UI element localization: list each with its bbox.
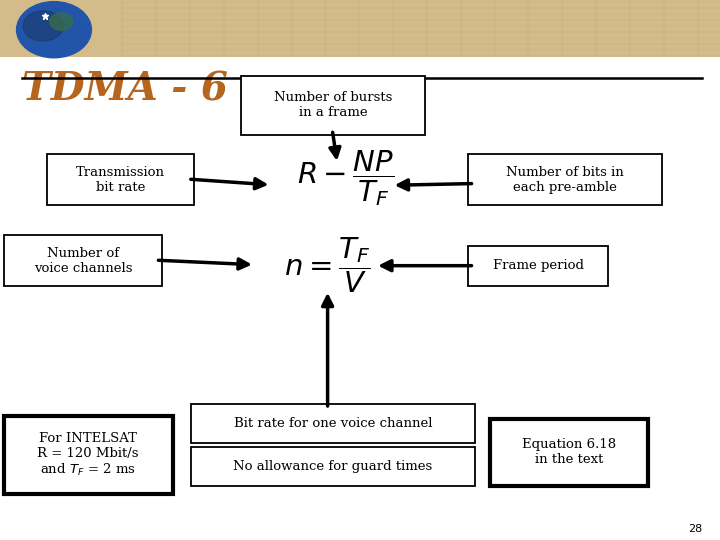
Circle shape — [23, 11, 63, 41]
Text: TDMA - 6: TDMA - 6 — [22, 70, 228, 108]
Text: Bit rate for one voice channel: Bit rate for one voice channel — [234, 417, 432, 430]
Text: Frame period: Frame period — [492, 259, 584, 273]
Text: For INTELSAT
R = 120 Mbit/s
and $T_F$ = 2 ms: For INTELSAT R = 120 Mbit/s and $T_F$ = … — [37, 431, 139, 478]
FancyBboxPatch shape — [191, 447, 475, 486]
Text: No allowance for guard times: No allowance for guard times — [233, 460, 433, 473]
FancyBboxPatch shape — [4, 416, 173, 494]
Text: Number of bursts
in a frame: Number of bursts in a frame — [274, 91, 392, 119]
Text: $\mathit{R} - \dfrac{\mathit{NP}}{\mathit{T}_{\mathit{F}}}$: $\mathit{R} - \dfrac{\mathit{NP}}{\mathi… — [297, 148, 395, 208]
FancyBboxPatch shape — [47, 154, 194, 205]
Circle shape — [17, 2, 91, 58]
Text: Number of
voice channels: Number of voice channels — [34, 247, 132, 274]
Text: Equation 6.18
in the text: Equation 6.18 in the text — [522, 438, 616, 466]
FancyBboxPatch shape — [191, 404, 475, 443]
FancyBboxPatch shape — [241, 76, 425, 135]
Circle shape — [50, 13, 73, 30]
FancyBboxPatch shape — [490, 418, 648, 486]
Text: Transmission
bit rate: Transmission bit rate — [76, 166, 165, 193]
FancyBboxPatch shape — [468, 246, 608, 286]
Text: $\mathit{n} = \dfrac{\mathit{T}_{\mathit{F}}}{\mathit{V}}$: $\mathit{n} = \dfrac{\mathit{T}_{\mathit… — [284, 235, 371, 294]
FancyBboxPatch shape — [468, 154, 662, 205]
Text: Number of bits in
each pre-amble: Number of bits in each pre-amble — [506, 166, 624, 193]
FancyBboxPatch shape — [0, 0, 720, 57]
FancyBboxPatch shape — [4, 235, 162, 286]
Text: 28: 28 — [688, 523, 702, 534]
